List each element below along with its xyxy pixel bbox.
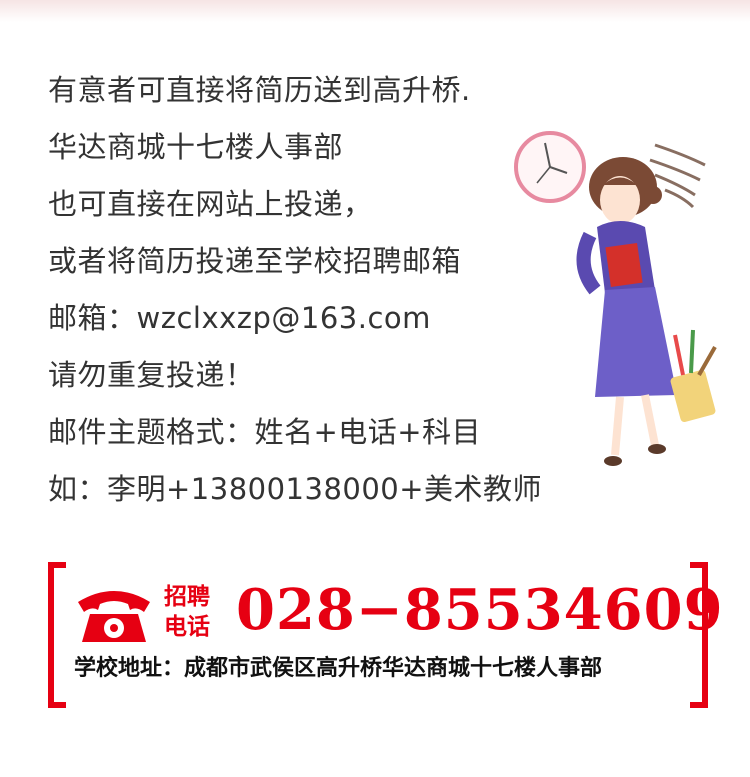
teacher-illustration bbox=[514, 131, 717, 466]
info-line-email: 邮箱：wzclxxzp@163.com bbox=[48, 301, 431, 335]
clock-icon bbox=[514, 131, 586, 203]
telephone-icon bbox=[78, 591, 150, 642]
info-line-hr-location: 华达商城十七楼人事部 bbox=[48, 130, 344, 164]
top-decorative-band bbox=[0, 0, 750, 22]
right-bracket-decoration bbox=[690, 562, 708, 708]
hire-label-line-2: 电话 bbox=[164, 614, 210, 640]
info-line-submit-resume: 有意者可直接将简历送到高升桥. bbox=[48, 73, 471, 107]
woman-head bbox=[589, 157, 662, 224]
school-address: 学校地址：成都市武侯区高升桥华达商城十七楼人事部 bbox=[74, 656, 603, 681]
recruitment-contact-box: 招聘 电话 028−85534609 学校地址：成都市武侯区高升桥华达商城十七楼… bbox=[48, 562, 723, 708]
info-line-email-option: 或者将简历投递至学校招聘邮箱 bbox=[48, 244, 462, 278]
phone-number[interactable]: 028−85534609 bbox=[236, 577, 724, 643]
hire-label-line-1: 招聘 bbox=[164, 584, 210, 610]
info-line-no-duplicates: 请勿重复投递！ bbox=[48, 358, 255, 392]
pencil-cup-icon bbox=[670, 329, 717, 422]
application-instructions: 有意者可直接将简历送到高升桥. 华达商城十七楼人事部 也可直接在网站上投递， 或… bbox=[48, 62, 608, 518]
hire-phone-label: 招聘 电话 bbox=[164, 582, 224, 642]
left-bracket-decoration bbox=[48, 562, 66, 708]
hair-swirl-decoration bbox=[649, 143, 706, 209]
info-line-example: 如：李明+13800138000+美术教师 bbox=[48, 472, 543, 506]
woman-body bbox=[576, 221, 677, 466]
info-line-subject-format: 邮件主题格式：姓名+电话+科目 bbox=[48, 415, 482, 449]
info-line-website: 也可直接在网站上投递， bbox=[48, 187, 373, 221]
